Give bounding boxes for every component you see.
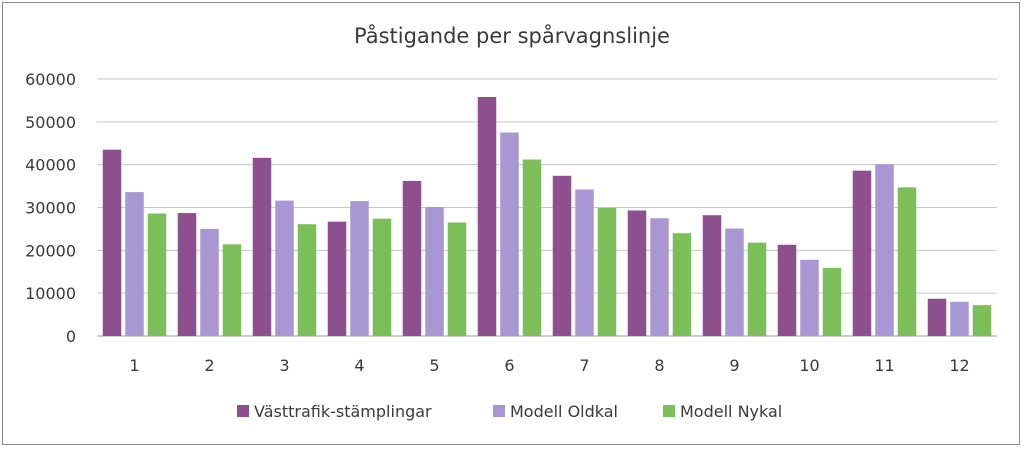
y-tick-label: 0	[66, 327, 76, 346]
bars	[102, 96, 992, 337]
bar	[177, 213, 197, 336]
bar	[897, 187, 917, 336]
bar	[102, 149, 122, 336]
bar	[575, 189, 594, 336]
bar	[777, 244, 797, 336]
y-tick-label: 50000	[25, 113, 76, 132]
x-tick-label: 3	[279, 356, 289, 375]
bar	[447, 222, 467, 336]
bar	[972, 305, 992, 336]
legend-label: Modell Oldkal	[510, 402, 618, 421]
bar	[275, 200, 294, 336]
bar	[800, 259, 819, 336]
bar	[725, 228, 744, 336]
y-axis-ticks: 0 10000 20000 30000 40000 50000 60000	[25, 70, 76, 346]
bar	[372, 218, 392, 336]
legend-swatch	[493, 405, 505, 417]
bar	[297, 224, 317, 336]
bar	[200, 228, 219, 336]
y-tick-label: 40000	[25, 156, 76, 175]
x-tick-label: 11	[874, 356, 894, 375]
x-axis-ticks: 1 2 3 4 5 6 7 8 9 10 11 12	[129, 356, 969, 375]
x-tick-label: 10	[799, 356, 819, 375]
bar	[402, 180, 422, 336]
bar	[252, 157, 272, 336]
legend-label: Västtrafik-stämplingar	[254, 402, 432, 421]
bar	[147, 213, 167, 336]
x-tick-label: 1	[129, 356, 139, 375]
bar	[552, 175, 572, 336]
bar	[672, 233, 692, 336]
bar	[927, 298, 947, 336]
gridlines	[97, 78, 997, 337]
bar	[125, 192, 144, 336]
x-tick-label: 2	[204, 356, 214, 375]
bar	[650, 218, 669, 336]
bar	[500, 132, 519, 336]
bar	[627, 210, 647, 336]
bar	[702, 215, 722, 336]
y-tick-label: 10000	[25, 284, 76, 303]
legend-swatch	[663, 405, 675, 417]
bar	[852, 170, 872, 336]
bar	[597, 207, 617, 336]
y-tick-label: 30000	[25, 199, 76, 218]
legend: Västtrafik-stämplingar Modell Oldkal Model…	[237, 402, 782, 421]
bar	[950, 301, 969, 336]
bar	[747, 242, 767, 336]
bar	[425, 207, 444, 336]
bar	[477, 96, 497, 337]
bar	[522, 159, 542, 336]
bar	[350, 201, 369, 336]
bar	[327, 221, 347, 336]
bar	[822, 267, 842, 336]
legend-swatch	[237, 405, 249, 417]
x-tick-label: 5	[429, 356, 439, 375]
bar	[222, 244, 242, 336]
legend-label: Modell Nykal	[680, 402, 782, 421]
x-tick-label: 9	[729, 356, 739, 375]
chart-title: Påstigande per spårvagnslinje	[354, 23, 670, 48]
x-tick-label: 4	[354, 356, 364, 375]
y-tick-label: 20000	[25, 241, 76, 260]
x-tick-label: 8	[654, 356, 664, 375]
x-tick-label: 6	[504, 356, 514, 375]
x-tick-label: 7	[579, 356, 589, 375]
x-tick-label: 12	[949, 356, 969, 375]
y-tick-label: 60000	[25, 70, 76, 89]
bar	[875, 164, 894, 336]
